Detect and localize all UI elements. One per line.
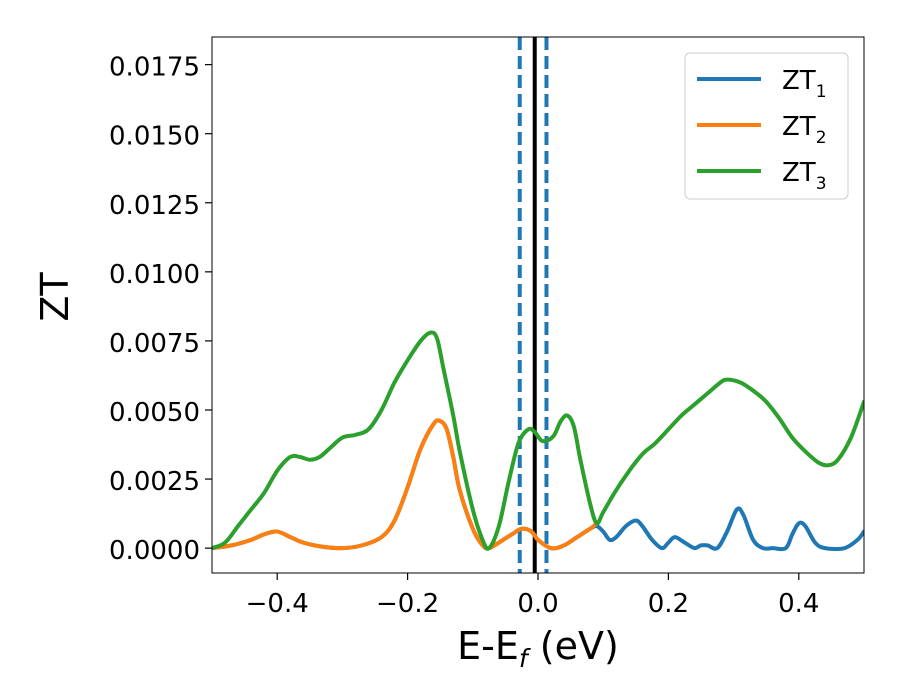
- y-tick-label: 0.0000: [109, 536, 200, 566]
- x-axis-title: E-Ef (eV): [457, 624, 619, 673]
- y-tick-label: 0.0050: [109, 398, 200, 428]
- y-tick-label: 0.0175: [109, 53, 200, 83]
- y-tick-label: 0.0125: [109, 191, 200, 221]
- y-tick-label: 0.0075: [109, 329, 200, 359]
- vertical-reference-lines: [517, 37, 549, 573]
- legend-label-zt2: ZT2: [782, 112, 827, 148]
- y-axis-ticks: 0.0000 0.0025 0.0050 0.0075 0.0100 0.0125 0.01…: [109, 53, 212, 566]
- legend-box: [684, 52, 849, 200]
- y-tick-label: 0.0025: [109, 467, 200, 497]
- x-tick-label: −0.2: [376, 589, 439, 619]
- legend: ZT1 ZT2 ZT3: [684, 52, 849, 200]
- y-tick-label: 0.0150: [109, 122, 200, 152]
- legend-label-zt1: ZT1: [782, 66, 827, 102]
- x-axis-ticks: −0.4 −0.2 0.0 0.2 0.4: [246, 573, 819, 619]
- series-lines: [212, 330, 864, 552]
- x-axis-title-unit: (eV): [528, 624, 619, 668]
- y-tick-label: 0.0100: [109, 260, 200, 290]
- legend-label-zt3: ZT3: [782, 158, 827, 194]
- x-tick-label: 0.2: [648, 589, 689, 619]
- x-axis-title-main: E-E: [457, 624, 519, 668]
- series-line-zt3: [212, 330, 864, 551]
- x-tick-label: −0.4: [246, 589, 309, 619]
- x-tick-label: 0.4: [778, 589, 819, 619]
- x-tick-label: 0.0: [517, 589, 558, 619]
- series-line-zt2: [212, 418, 599, 551]
- y-axis-title: ZT: [33, 272, 77, 322]
